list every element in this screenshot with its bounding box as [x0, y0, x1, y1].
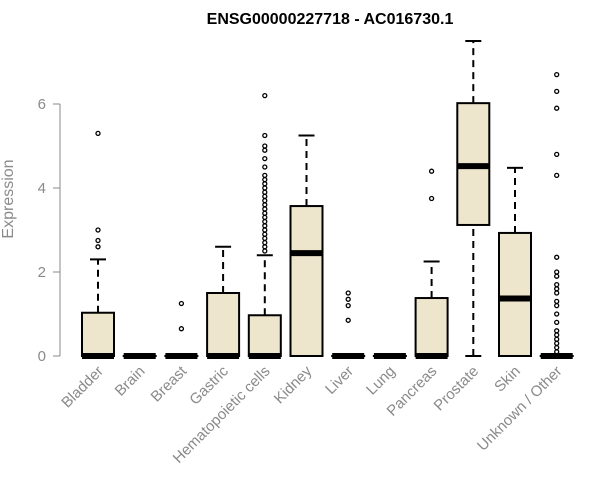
- outlier-point: [262, 235, 268, 242]
- outlier-point: [262, 218, 268, 225]
- outlier-point: [554, 311, 560, 317]
- outlier-point: [262, 185, 268, 191]
- outlier-point: [554, 298, 560, 305]
- outlier-point: [554, 328, 560, 334]
- outlier-point: [262, 189, 268, 195]
- outlier-point: [554, 319, 560, 326]
- box-bladder: [81, 130, 115, 359]
- x-tick-label: Brain: [112, 363, 149, 400]
- outlier-point: [262, 176, 268, 183]
- box-pancreas: [414, 168, 449, 359]
- box-body: [289, 205, 324, 357]
- outlier-point: [345, 302, 351, 309]
- outlier-point: [178, 300, 185, 307]
- box-body: [498, 231, 532, 357]
- outlier-point: [554, 273, 560, 279]
- boxes-group: [81, 40, 574, 359]
- outlier-point: [554, 105, 560, 111]
- outlier-point: [554, 151, 560, 158]
- outlier-point: [262, 223, 268, 229]
- box-gastric: [206, 245, 241, 359]
- outlier-point: [345, 296, 351, 302]
- outlier-point: [262, 227, 268, 233]
- outlier-point: [262, 164, 268, 170]
- outlier-point: [262, 231, 268, 237]
- chart-title: ENSG00000227718 - AC016730.1: [207, 11, 454, 28]
- y-tick-label: 2: [38, 264, 46, 281]
- x-tick-label: Liver: [322, 363, 357, 398]
- y-axis-label: Expression: [0, 159, 17, 238]
- outlier-point: [262, 181, 268, 187]
- outlier-point: [262, 155, 268, 162]
- outlier-point: [554, 302, 560, 309]
- x-tick-label: Breast: [148, 362, 191, 405]
- outlier-point: [262, 132, 268, 139]
- outlier-point: [262, 244, 268, 250]
- outlier-point: [262, 172, 268, 179]
- outlier-point: [262, 147, 268, 153]
- outlier-point: [554, 281, 560, 288]
- y-tick-label: 6: [38, 96, 46, 113]
- outlier-point: [95, 227, 101, 233]
- outlier-point: [554, 344, 560, 351]
- outlier-point: [262, 214, 268, 221]
- box-skin: [498, 166, 532, 357]
- x-tick-label: Prostate: [431, 363, 483, 415]
- outlier-point: [95, 237, 101, 244]
- outlier-point: [554, 254, 560, 260]
- box-prostate: [456, 40, 491, 357]
- box-unknown-other: [539, 71, 574, 359]
- outlier-point: [345, 317, 351, 323]
- outlier-point: [262, 197, 268, 204]
- outlier-point: [262, 239, 268, 246]
- outlier-point: [554, 71, 560, 78]
- box-hematopoietic-cells: [247, 92, 282, 359]
- outlier-point: [428, 168, 435, 174]
- x-tick-label: Kidney: [271, 362, 316, 407]
- outlier-point: [554, 332, 560, 338]
- outlier-point: [554, 290, 560, 296]
- outlier-point: [262, 143, 268, 149]
- outlier-point: [95, 130, 101, 137]
- box-body: [247, 314, 282, 358]
- box-kidney: [289, 134, 324, 357]
- y-tick-label: 4: [38, 180, 46, 197]
- x-tick-label: Bladder: [58, 363, 107, 412]
- x-tick-label: Lung: [363, 363, 399, 399]
- y-axis: 0 2 4 6: [38, 96, 61, 365]
- outlier-point: [554, 286, 560, 292]
- box-body: [414, 297, 449, 358]
- outlier-point: [262, 248, 268, 254]
- outlier-point: [554, 349, 560, 355]
- outlier-point: [428, 195, 435, 202]
- outlier-point: [554, 336, 560, 342]
- outlier-point: [345, 290, 351, 296]
- box-body: [206, 292, 241, 357]
- outlier-point: [554, 88, 560, 95]
- y-tick-label: 0: [38, 348, 46, 365]
- outlier-point: [262, 202, 268, 208]
- box-body: [81, 311, 115, 357]
- outlier-point: [95, 244, 101, 250]
- box-breast: [164, 300, 199, 359]
- x-tick-label: Skin: [491, 363, 524, 396]
- outlier-point: [262, 92, 268, 99]
- outlier-point: [178, 326, 185, 332]
- outlier-point: [554, 269, 560, 275]
- outlier-point: [262, 193, 268, 200]
- outlier-point: [262, 206, 268, 212]
- outlier-point: [554, 172, 560, 179]
- box-liver: [331, 290, 366, 359]
- outlier-point: [554, 340, 560, 347]
- outlier-point: [262, 210, 268, 216]
